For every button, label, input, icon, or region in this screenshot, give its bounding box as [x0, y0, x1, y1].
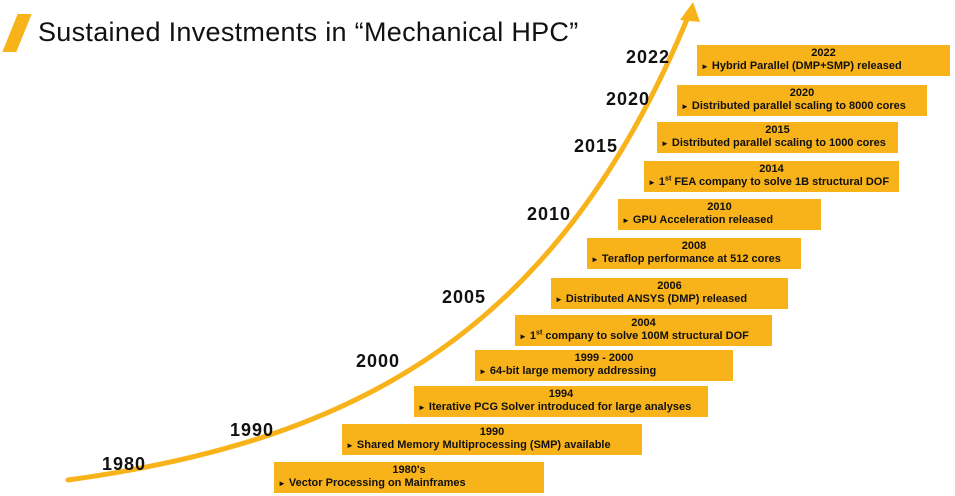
milestone-year: 1994 [548, 388, 574, 400]
milestone-2006: 2006 ► Distributed ANSYS (DMP) released [551, 278, 788, 309]
bullet-icon: ► [519, 332, 527, 341]
bullet-icon: ► [591, 255, 599, 264]
milestone-year: 2010 [707, 201, 732, 213]
milestone-year: 1990 [479, 426, 505, 438]
bullet-icon: ► [555, 295, 563, 304]
milestone-text: Vector Processing on Mainframes [288, 477, 466, 489]
milestone-text: FEA company to solve 1B structural DOF [671, 176, 890, 188]
milestone-text: Shared Memory Multiprocessing (SMP) avai… [356, 439, 611, 451]
milestone-text-ordinal: 1 [529, 330, 537, 342]
bullet-icon: ► [681, 102, 689, 111]
milestone-text: Hybrid Parallel (DMP+SMP) released [711, 60, 902, 72]
ordinal-suffix: st [665, 175, 672, 183]
milestone-1990: 1990 ► Shared Memory Multiprocessing (SMP… [342, 424, 642, 455]
milestone-year: 2008 [681, 240, 707, 252]
milestone-text: Teraflop performance at 512 cores [601, 253, 781, 265]
milestone-year: 2004 [631, 317, 656, 329]
milestone-2015: 2015 ► Distributed parallel scaling to 10… [657, 122, 898, 153]
milestone-text: Distributed ANSYS (DMP) released [565, 293, 748, 305]
year-label-2022: 2022 [626, 47, 671, 67]
year-label-2020: 2020 [606, 89, 651, 109]
year-label-2005: 2005 [442, 287, 487, 307]
milestone-1994: 1994 ► Iterative PCG Solver introduced fo… [414, 386, 708, 417]
milestone-year: 2014 [759, 163, 784, 175]
milestone-text: GPU Acceleration released [632, 214, 774, 226]
bullet-icon: ► [278, 479, 286, 488]
milestone-year: 2006 [657, 280, 682, 292]
milestone-year: 2020 [789, 87, 815, 99]
milestone-text-ordinal: 1 [658, 176, 666, 188]
year-label-2010: 2010 [527, 204, 572, 224]
milestone-text: Distributed parallel scaling to 8000 cor… [691, 100, 906, 112]
milestone-2022: 2022 ► Hybrid Parallel (DMP+SMP) released [697, 45, 950, 76]
bullet-icon: ► [622, 216, 630, 225]
milestone-year: 1999 - 2000 [574, 352, 634, 364]
milestone-2010: 2010 ► GPU Acceleration released [618, 199, 821, 230]
milestone-year: 2015 [765, 124, 790, 136]
bullet-icon: ► [701, 62, 709, 71]
growth-arrow-head [680, 2, 700, 22]
ordinal-suffix: st [536, 329, 543, 337]
milestone-1980s: 1980's ► Vector Processing on Mainframes [274, 462, 544, 493]
growth-arrow-curve [65, 9, 693, 483]
year-label-2015: 2015 [574, 136, 619, 156]
milestone-2020: 2020 ► Distributed parallel scaling to 80… [677, 85, 927, 116]
bullet-icon: ► [648, 178, 656, 187]
milestone-2008: 2008 ► Teraflop performance at 512 cores [587, 238, 801, 269]
milestone-year: 2022 [811, 47, 836, 59]
milestone-1999-2000: 1999 - 2000 ► 64-bit large memory address… [475, 350, 733, 381]
milestone-year: 1980's [392, 464, 426, 476]
milestone-text: 64-bit large memory addressing [489, 365, 657, 377]
milestone-2004: 2004 ► 1st company to solve 100M structur… [515, 315, 772, 346]
year-label-1980: 1980 [102, 454, 147, 474]
year-label-1990: 1990 [230, 420, 275, 440]
milestone-text: Iterative PCG Solver introduced for larg… [428, 401, 692, 413]
milestone-text: Distributed parallel scaling to 1000 cor… [671, 137, 886, 149]
page-title: Sustained Investments in “Mechanical HPC… [38, 17, 579, 47]
bullet-icon: ► [418, 403, 426, 412]
bullet-icon: ► [661, 139, 669, 148]
bullet-icon: ► [346, 441, 354, 450]
milestone-text: company to solve 100M structural DOF [542, 330, 749, 342]
bullet-icon: ► [479, 367, 487, 376]
year-label-2000: 2000 [356, 351, 401, 371]
milestone-2014: 2014 ► 1st FEA company to solve 1B struct… [644, 161, 899, 192]
